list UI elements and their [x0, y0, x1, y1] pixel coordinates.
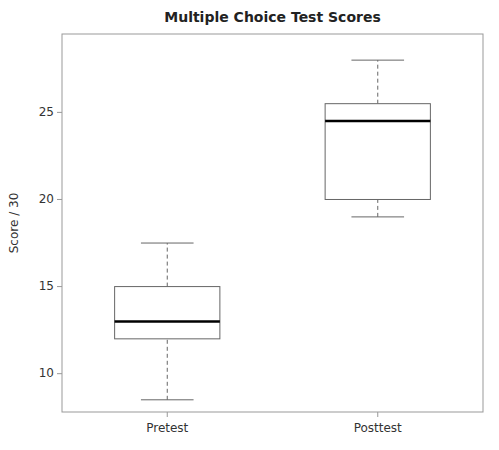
whisker-high: [167, 243, 168, 287]
x-tick: [167, 412, 168, 417]
x-tick-label: Pretest: [146, 421, 188, 435]
plot-frame: [62, 34, 483, 412]
box-group: [325, 60, 430, 217]
box: [115, 287, 220, 339]
y-tick-label: 20: [39, 192, 54, 206]
box: [325, 104, 430, 200]
whisker-low: [167, 339, 168, 400]
whisker-low: [377, 199, 378, 216]
y-tick: [57, 199, 62, 200]
cap-high: [141, 243, 194, 244]
median: [325, 120, 430, 123]
cap-high: [351, 60, 404, 61]
median: [115, 320, 220, 323]
x-tick: [377, 412, 378, 417]
y-axis-label: Score / 30: [7, 193, 21, 254]
boxes: [115, 60, 431, 400]
y-tick: [57, 286, 62, 287]
x-tick-label: Posttest: [354, 421, 402, 435]
cap-low: [141, 399, 194, 400]
title: Multiple Choice Test Scores: [164, 9, 381, 25]
chart-svg: 10 15 20 25 Pretest Posttest Multiple Choice T…: [0, 0, 499, 450]
y-tick: [57, 112, 62, 113]
y-tick-label: 15: [39, 279, 54, 293]
whisker-high: [377, 60, 378, 104]
y-tick-label: 25: [39, 105, 54, 119]
y-tick: [57, 373, 62, 374]
cap-low: [351, 216, 404, 217]
y-tick-label: 10: [39, 366, 54, 380]
chart-container: 10 15 20 25 Pretest Posttest Multiple Choice T…: [0, 0, 499, 450]
box-group: [115, 243, 220, 400]
